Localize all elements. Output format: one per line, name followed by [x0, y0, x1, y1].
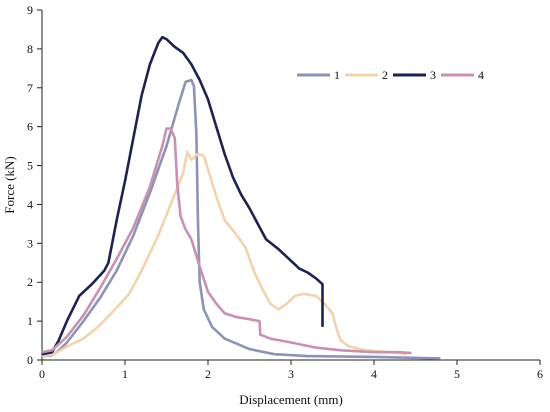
y-tick-label: 3: [27, 236, 33, 250]
y-tick-label: 9: [27, 3, 33, 17]
y-axis-label: Force (kN): [2, 156, 17, 213]
x-tick-label: 2: [205, 367, 211, 381]
series-line-1: [41, 78, 441, 360]
x-tick-label: 4: [371, 367, 377, 381]
y-tick-label: 4: [27, 197, 33, 211]
legend-label-1: 1: [334, 68, 340, 82]
series-line-2: [41, 150, 408, 358]
y-tick-label: 1: [27, 314, 33, 328]
series-line-3: [41, 35, 324, 356]
legend-label-2: 2: [382, 68, 388, 82]
x-tick-label: 6: [537, 367, 543, 381]
y-tick-label: 7: [27, 81, 33, 95]
series-line-4: [41, 127, 412, 355]
legend-label-4: 4: [478, 68, 484, 82]
y-tick-label: 6: [27, 120, 33, 134]
y-tick-label: 0: [27, 353, 33, 367]
y-tick-label: 8: [27, 42, 33, 56]
y-tick-label: 2: [27, 275, 33, 289]
x-axis-ticks: 0 1 2 3 4 5 6: [39, 360, 543, 381]
x-tick-label: 1: [122, 367, 128, 381]
x-tick-label: 0: [39, 367, 45, 381]
x-tick-label: 3: [288, 367, 294, 381]
y-tick-label: 5: [27, 159, 33, 173]
y-axis-ticks: 0 1 2 3 4 5 6 7 8 9: [27, 3, 42, 367]
axes-layer: 0 1 2 3 4 5 6 0 1 2 3 4 5 6 7 8 9: [27, 3, 543, 381]
x-tick-label: 5: [454, 367, 460, 381]
legend-label-3: 3: [430, 68, 436, 82]
x-axis-label: Displacement (mm): [239, 392, 343, 407]
series-layer: [41, 35, 441, 360]
legend: 1 2 3 4: [297, 68, 484, 82]
